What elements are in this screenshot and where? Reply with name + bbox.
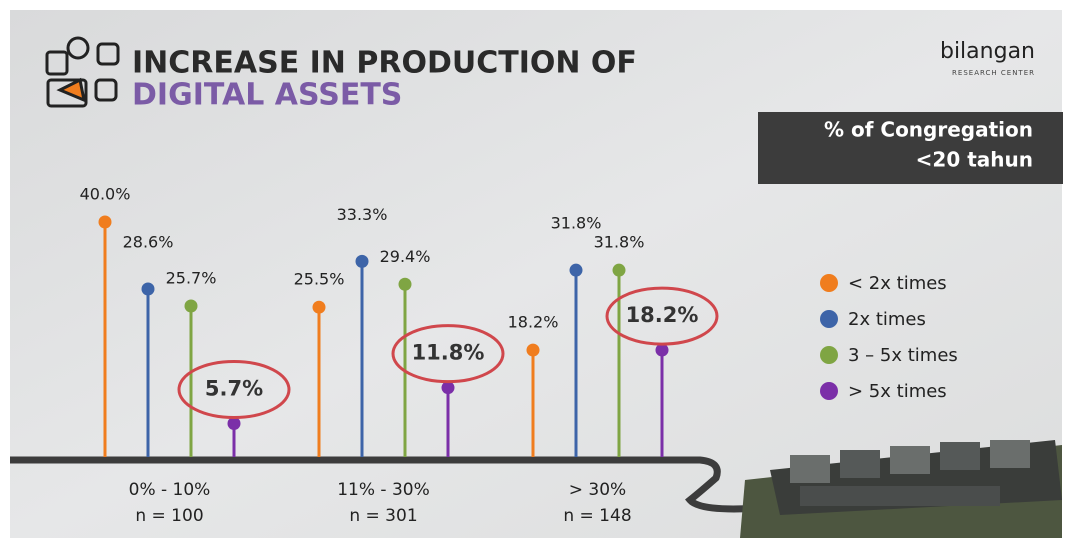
dot <box>141 282 155 296</box>
keyboard <box>740 440 1062 538</box>
value-label: 29.4% <box>380 247 431 266</box>
legend-swatch <box>820 346 838 364</box>
dot <box>655 343 669 357</box>
value-label: 25.5% <box>294 270 345 289</box>
dot <box>569 263 583 277</box>
value-label: 33.3% <box>337 205 388 224</box>
legend-swatch <box>820 382 838 400</box>
title: INCREASE IN PRODUCTION OF <box>132 46 637 81</box>
value-label: 31.8% <box>594 233 645 252</box>
dot <box>312 300 326 314</box>
dot <box>612 263 626 277</box>
value-label: 40.0% <box>80 185 131 204</box>
subtitle-box <box>758 112 1063 184</box>
icon <box>45 36 120 108</box>
title: DIGITAL ASSETS <box>132 78 402 113</box>
category-note: n = 301 <box>349 506 417 526</box>
value-label: 5.7% <box>205 377 263 401</box>
legend-swatch <box>820 310 838 328</box>
highlight-ring <box>177 360 291 420</box>
subtitle: <20 tahun <box>916 148 1033 172</box>
dot <box>184 299 198 313</box>
category-label: 11% - 30% <box>337 480 430 500</box>
legend-swatch <box>820 274 838 292</box>
baseline <box>10 456 761 513</box>
logo: bilangan <box>940 39 1035 64</box>
category-label: > 30% <box>569 480 626 500</box>
dot <box>227 417 241 431</box>
dot <box>98 215 112 229</box>
dot <box>526 343 540 357</box>
background <box>10 10 1062 538</box>
logo-sub: RESEARCH CENTER <box>952 69 1035 77</box>
legend-label: 3 – 5x times <box>848 345 958 366</box>
dot <box>398 277 412 291</box>
value-label: 11.8% <box>412 341 485 365</box>
value-label: 31.8% <box>551 214 602 233</box>
value-label: 18.2% <box>508 313 559 332</box>
category-note: n = 148 <box>563 506 631 526</box>
dot <box>355 254 369 268</box>
value-label: 18.2% <box>626 303 699 327</box>
highlight-ring <box>391 324 505 384</box>
value-label: 25.7% <box>166 269 217 288</box>
dot <box>441 381 455 395</box>
category-note: n = 100 <box>135 506 203 526</box>
value-label: 28.6% <box>123 232 174 251</box>
legend-label: < 2x times <box>848 273 947 294</box>
legend-label: 2x times <box>848 309 926 330</box>
legend-label: > 5x times <box>848 381 947 402</box>
category-label: 0% - 10% <box>129 480 211 500</box>
highlight-ring <box>605 286 719 346</box>
subtitle: % of Congregation <box>824 118 1033 142</box>
